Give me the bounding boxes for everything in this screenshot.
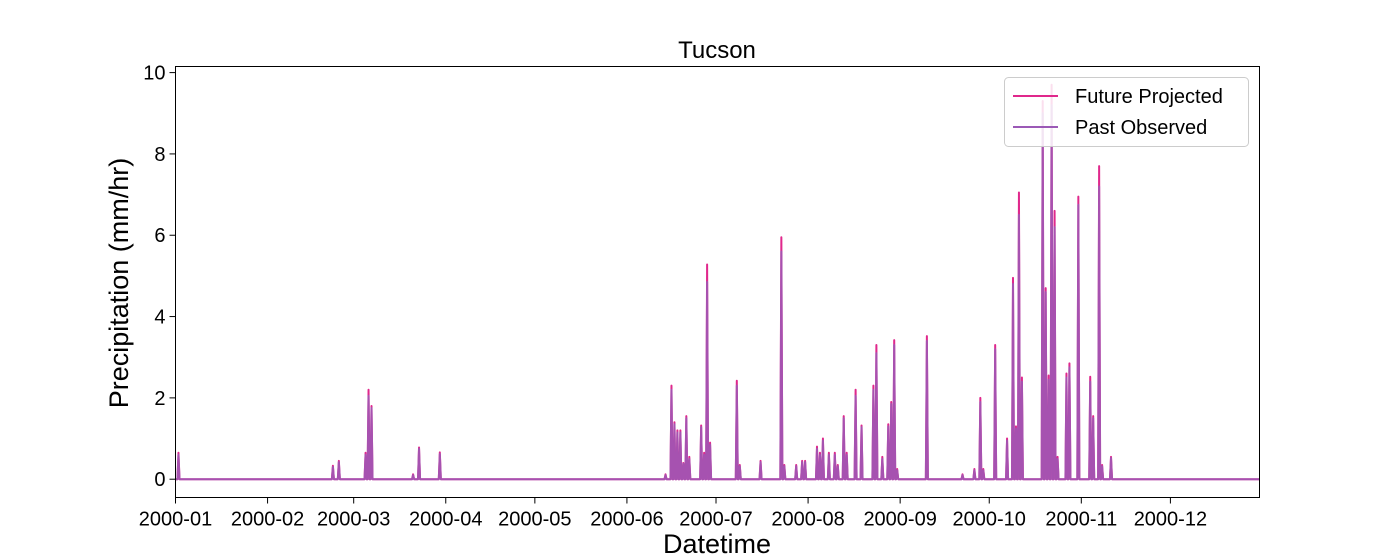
y-tick-label: 6 bbox=[154, 225, 165, 247]
x-tick-label: 2000-09 bbox=[863, 509, 936, 531]
x-tick-label: 2000-05 bbox=[498, 509, 571, 531]
x-tick-label: 2000-11 bbox=[1045, 509, 1117, 531]
y-axis-label: Precipitation (mm/hr) bbox=[104, 158, 134, 409]
y-tick-label: 10 bbox=[143, 63, 165, 85]
legend-label: Future Projected bbox=[1075, 86, 1223, 108]
x-tick-label: 2000-07 bbox=[679, 509, 752, 531]
x-tick-label: 2000-06 bbox=[590, 509, 663, 531]
legend-label: Past Observed bbox=[1075, 117, 1207, 139]
y-tick-label: 8 bbox=[154, 144, 165, 166]
series-line-past-observed bbox=[175, 104, 1260, 481]
x-tick-label: 2000-12 bbox=[1134, 509, 1207, 531]
x-axis-ticks: 2000-01 2000-02 2000-03 2000-04 2000-05 2000-… bbox=[139, 497, 1207, 531]
plot-lines bbox=[175, 83, 1260, 481]
chart-title: Tucson bbox=[678, 37, 756, 64]
y-tick-label: 0 bbox=[154, 469, 165, 491]
x-tick-label: 2000-03 bbox=[317, 509, 390, 531]
plot-frame bbox=[175, 66, 1260, 498]
x-tick-label: 2000-10 bbox=[953, 509, 1026, 531]
x-tick-label: 2000-08 bbox=[771, 509, 844, 531]
y-tick-label: 4 bbox=[154, 307, 165, 329]
legend-box bbox=[1004, 77, 1249, 147]
x-tick-label: 2000-02 bbox=[231, 509, 304, 531]
x-tick-label: 2000-04 bbox=[409, 509, 482, 531]
x-axis-label: Datetime bbox=[663, 529, 771, 559]
x-tick-label: 2000-01 bbox=[139, 509, 212, 531]
y-axis-ticks: 0 2 4 6 8 10 bbox=[143, 63, 176, 491]
y-tick-label: 2 bbox=[154, 388, 165, 410]
legend: Future Projected Past Observed bbox=[1004, 77, 1249, 147]
